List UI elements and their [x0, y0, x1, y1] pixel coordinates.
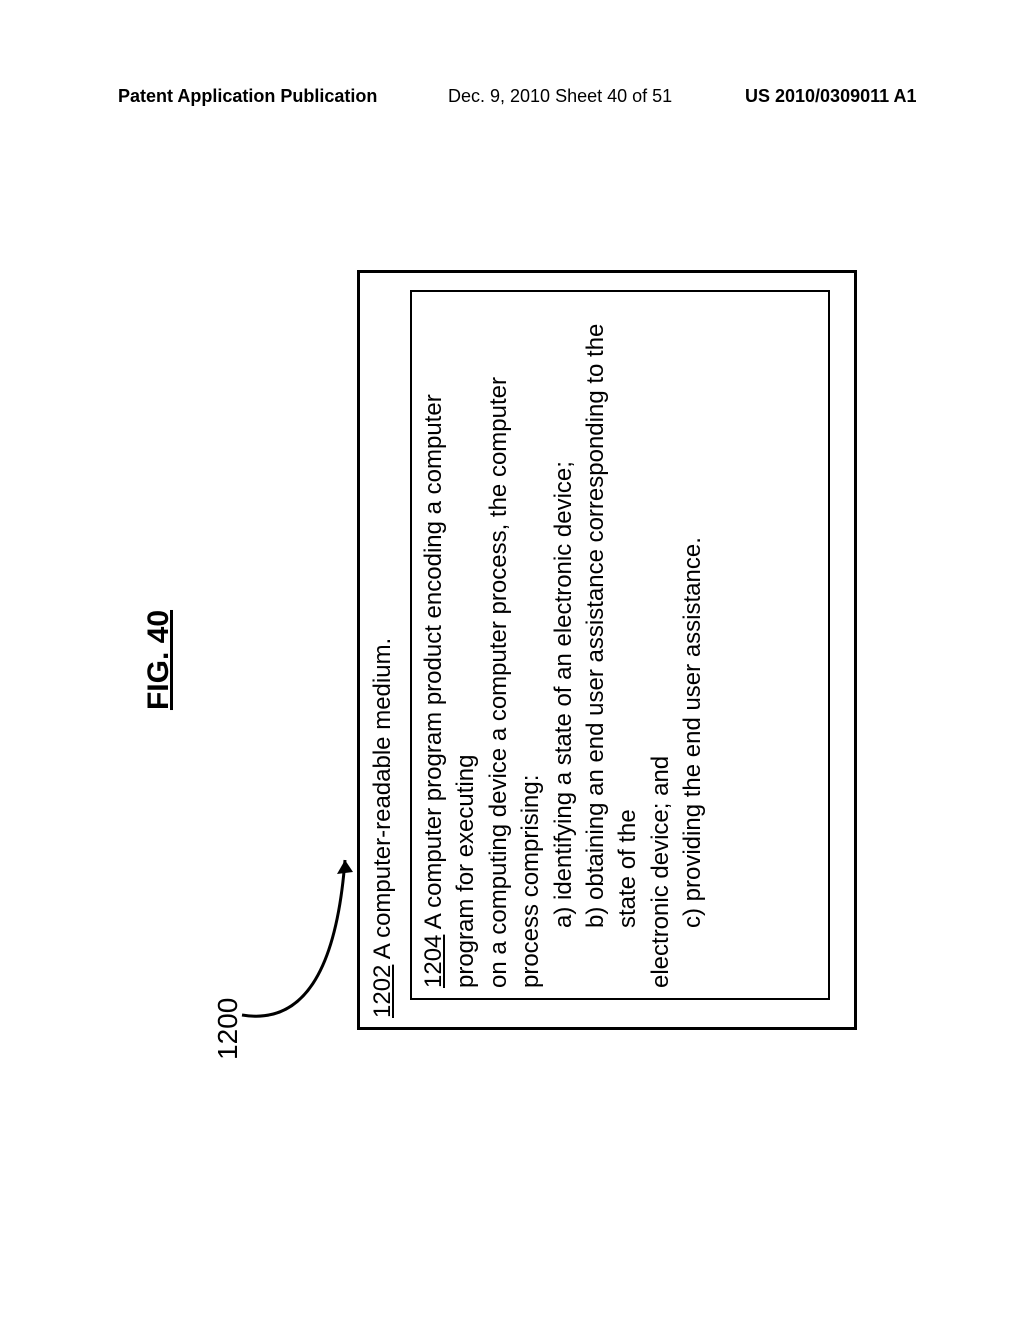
inner-box-ref: 1204 — [420, 935, 447, 988]
outer-box-label: A computer-readable medium. — [369, 638, 396, 965]
inner-box-text: 1204 A computer program product encoding… — [418, 300, 710, 988]
header-right: US 2010/0309011 A1 — [745, 86, 916, 107]
figure-content: FIG. 40 1200 1202 A computer-readable me… — [142, 250, 882, 1070]
figure-label: FIG. 40 — [142, 250, 176, 1070]
inner-item-a: a) identifying a state of an electronic … — [548, 300, 580, 988]
inner-line1: A computer program product encoding a co… — [420, 394, 479, 988]
inner-item-b: b) obtaining an end user assistance corr… — [580, 300, 645, 988]
reference-arrow — [237, 830, 367, 1040]
header-left: Patent Application Publication — [118, 86, 377, 107]
header-center: Dec. 9, 2010 Sheet 40 of 51 — [448, 86, 672, 107]
outer-box-text: 1202 A computer-readable medium. — [367, 288, 399, 1018]
inner-item-c: c) providing the end user assistance. — [677, 300, 709, 988]
inner-item-b2: electronic device; and — [645, 300, 677, 988]
inner-line2: on a computing device a computer process… — [483, 300, 548, 988]
outer-box-ref: 1202 — [369, 965, 396, 1018]
